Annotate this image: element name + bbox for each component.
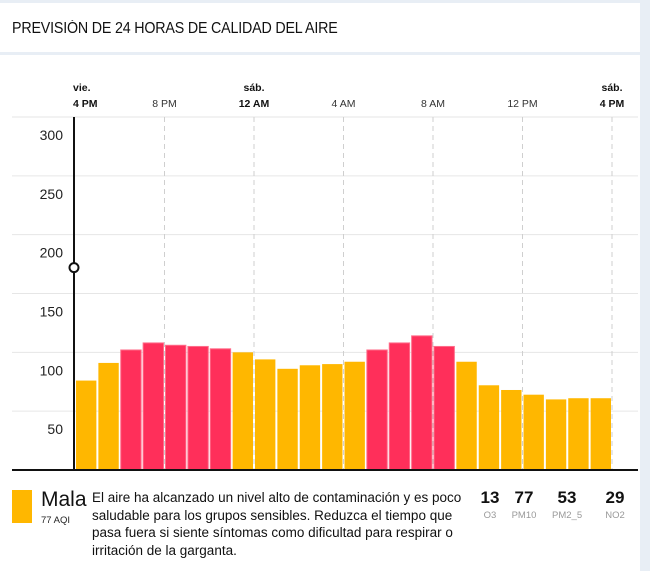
pollutant-name: PM2_5 [552,510,583,521]
forecast-header: PREVISIÓN DE 24 HORAS DE CALIDAD DEL AIR… [0,3,640,52]
bar-5-pm[interactable] [98,362,119,470]
bar-7-am[interactable] [411,335,433,471]
x-tick-label: 4 PM [600,98,625,110]
bar-2-am[interactable] [299,365,321,470]
bar-4-am[interactable] [344,361,365,470]
bar-8-am[interactable] [433,345,455,471]
pollutant-o3: 13 O3 [478,488,502,521]
bar-4-pm[interactable] [76,380,97,470]
bar-10-am[interactable] [478,385,500,470]
x-tick-label: 4 AM [332,98,356,110]
bars [76,335,611,471]
x-tick-label: 12 AM [239,98,270,110]
bar-12-am[interactable] [255,359,276,470]
bar-1-pm[interactable] [545,399,567,470]
bar-11-pm[interactable] [232,352,253,470]
aqi-category: Mala [41,488,87,511]
pollutant-value: 13 [480,488,500,507]
aqi-legend: Mala 77 AQI El aire ha alcanzado un nive… [0,488,640,568]
y-tick-label: 150 [40,304,64,320]
bar-9-am[interactable] [456,361,477,470]
bar-2-pm[interactable] [568,398,589,470]
x-tick-label: 4 PM [73,98,98,110]
pollutant-value: 53 [557,488,577,507]
pollutant-name: O3 [483,510,497,521]
x-tick-label: 8 PM [152,98,177,110]
time-cursor-handle[interactable] [68,262,80,274]
y-tick-label: 250 [40,186,64,202]
bar-10-pm[interactable] [209,348,232,471]
page-title: PREVISIÓN DE 24 HORAS DE CALIDAD DEL AIR… [12,20,338,37]
aqi-value: 77 AQI [41,515,71,526]
bar-6-pm[interactable] [120,349,142,471]
pollutant-name: NO2 [605,510,625,521]
bar-8-pm[interactable] [165,344,187,471]
health-description: El aire ha alcanzado un nivel alto de co… [92,490,462,558]
pollutant-no2: 29 NO2 [600,488,630,521]
x-axis-ticks: vie. 4 PM 8 PM sáb. 12 AM 4 AM 8 AM 12 PM sáb. 4 … [73,82,625,110]
bar-12-pm[interactable] [523,394,544,470]
pollutant-pm10: 77 PM10 [509,488,539,521]
category-color-swatch [12,490,32,523]
bar-1-am[interactable] [277,368,298,470]
bar-7-pm[interactable] [142,342,164,471]
y-tick-label: 100 [40,362,64,378]
y-axis-ticks: 50 100 150 200 250 300 [40,127,64,437]
x-tick-label: 12 PM [507,98,537,110]
vertical-time-grid [164,117,613,470]
bar-5-am[interactable] [366,349,388,471]
x-tick-label: 8 AM [421,98,445,110]
bar-9-pm[interactable] [187,345,209,471]
pollutant-pm2-5: 53 PM2_5 [552,488,582,521]
y-tick-label: 300 [40,127,64,143]
bar-3-pm[interactable] [590,398,611,470]
aqi-forecast-chart: 50 100 150 200 250 300 vie. 4 PM 8 PM sáb. 12 AM 4… [12,82,638,471]
pollutant-value: 77 [514,488,534,507]
x-tick-day: vie. [73,82,91,94]
pollutant-name: PM10 [511,510,537,521]
forecast-card [0,55,640,571]
bar-11-am[interactable] [501,389,522,470]
bar-3-am[interactable] [322,364,343,470]
y-tick-label: 50 [47,421,63,437]
x-tick-day: sáb. [243,82,264,94]
bar-6-am[interactable] [388,342,411,471]
y-tick-label: 200 [40,245,64,261]
pollutant-value: 29 [605,488,625,507]
x-tick-day: sáb. [601,82,622,94]
